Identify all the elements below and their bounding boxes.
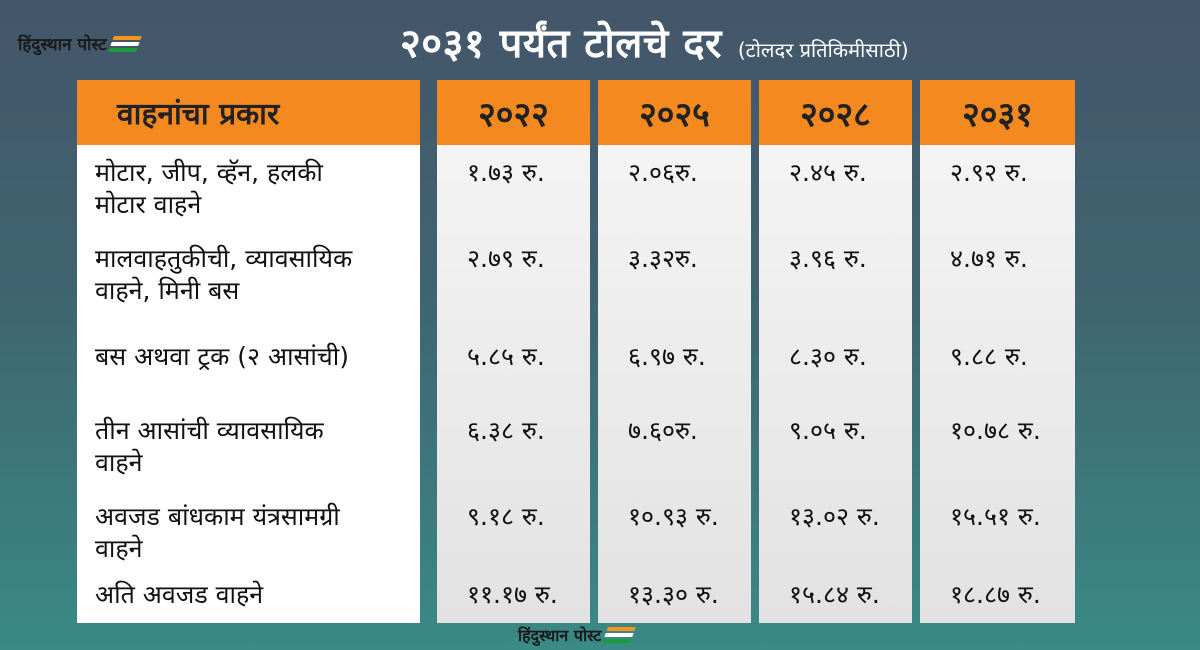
vehicle-type-cell: तीन आसांची व्यावसायिक वाहने bbox=[77, 415, 420, 479]
year-column-body: १.७३ रु. २.७९ रु. ५.८५ रु. ६.३८ रु. ९.१८… bbox=[437, 145, 590, 623]
vehicle-type-column: वाहनांचा प्रकार मोटार, जीप, व्हॅन, हलकी … bbox=[77, 80, 420, 623]
year-column-body: २.९२ रु. ४.७१ रु. ९.८८ रु. १०.७८ रु. १५.… bbox=[920, 145, 1075, 623]
rate-cell: २.७९ रु. bbox=[467, 244, 545, 273]
brand-logo-bottom: हिंदुस्थान पोस्ट bbox=[518, 624, 637, 646]
rate-cell: ३.३२रु. bbox=[628, 244, 698, 273]
year-column-2025: २०२५ २.०६रु. ३.३२रु. ६.९७ रु. ७.६०रु. १०… bbox=[598, 80, 751, 623]
year-header: २०२५ bbox=[598, 80, 751, 145]
rate-cell: १०.९३ रु. bbox=[628, 502, 719, 531]
rate-cell: ६.९७ रु. bbox=[628, 342, 706, 371]
rate-cell: ७.६०रु. bbox=[628, 416, 698, 445]
brand-logo-text: हिंदुस्थान पोस्ट bbox=[18, 35, 107, 55]
title-row: २०३१ पर्यंत टोलचे दर (टोलदर प्रतिकिमीसाठ… bbox=[400, 14, 909, 69]
rate-cell: ६.३८ रु. bbox=[467, 416, 545, 445]
vehicle-type-cell: बस अथवा ट्रक (२ आसांची) bbox=[77, 341, 420, 373]
year-column-body: २.४५ रु. ३.९६ रु. ८.३० रु. ९.०५ रु. १३.०… bbox=[759, 145, 912, 623]
rate-cell: ९.८८ रु. bbox=[950, 342, 1028, 371]
flag-stripes-icon bbox=[602, 627, 637, 643]
page-title: २०३१ पर्यंत टोलचे दर bbox=[400, 21, 722, 67]
vehicle-type-line: बस अथवा ट्रक (२ आसांची) bbox=[95, 342, 349, 371]
year-column-body: २.०६रु. ३.३२रु. ६.९७ रु. ७.६०रु. १०.९३ र… bbox=[598, 145, 751, 623]
rate-cell: १३.०२ रु. bbox=[789, 502, 880, 531]
rate-cell: २.४५ रु. bbox=[789, 158, 867, 187]
vehicle-type-line: मोटार, जीप, व्हॅन, हलकी bbox=[95, 158, 323, 187]
vehicle-type-line: वाहने, मिनी बस bbox=[95, 276, 240, 305]
rate-cell: १८.८७ रु. bbox=[950, 580, 1041, 609]
vehicle-type-header: वाहनांचा प्रकार bbox=[77, 80, 420, 145]
vehicle-type-cell: मालवाहतुकीची, व्यावसायिक वाहने, मिनी बस bbox=[77, 243, 420, 307]
vehicle-type-line: तीन आसांची व्यावसायिक bbox=[95, 416, 324, 445]
rate-cell: १.७३ रु. bbox=[467, 158, 545, 187]
vehicle-type-body: मोटार, जीप, व्हॅन, हलकी मोटार वाहने मालव… bbox=[77, 145, 420, 623]
year-column-2028: २०२८ २.४५ रु. ३.९६ रु. ८.३० रु. ९.०५ रु.… bbox=[759, 80, 912, 623]
rate-cell: ५.८५ रु. bbox=[467, 342, 545, 371]
vehicle-type-cell: अति अवजड वाहने bbox=[77, 579, 420, 611]
vehicle-type-line: वाहने bbox=[95, 534, 143, 563]
rate-cell: ३.९६ रु. bbox=[789, 244, 867, 273]
vehicle-type-line: अति अवजड वाहने bbox=[95, 580, 264, 609]
rate-cell: ४.७१ रु. bbox=[950, 244, 1028, 273]
vehicle-type-line: मालवाहतुकीची, व्यावसायिक bbox=[95, 244, 353, 273]
vehicle-type-line: वाहने bbox=[95, 448, 143, 477]
flag-stripes-icon bbox=[107, 35, 142, 52]
vehicle-type-cell: अवजड बांधकाम यंत्रसामग्री वाहने bbox=[77, 501, 420, 565]
year-header: २०२८ bbox=[759, 80, 912, 145]
vehicle-type-cell: मोटार, जीप, व्हॅन, हलकी मोटार वाहने bbox=[77, 157, 420, 221]
page-subtitle: (टोलदर प्रतिकिमीसाठी) bbox=[737, 38, 909, 62]
vehicle-type-line: अवजड बांधकाम यंत्रसामग्री bbox=[95, 502, 340, 531]
year-column-2031: २०३१ २.९२ रु. ४.७१ रु. ९.८८ रु. १०.७८ रु… bbox=[920, 80, 1075, 623]
rate-cell: ११.१७ रु. bbox=[467, 580, 558, 609]
rate-cell: १३.३० रु. bbox=[628, 580, 719, 609]
year-column-2022: २०२२ १.७३ रु. २.७९ रु. ५.८५ रु. ६.३८ रु.… bbox=[437, 80, 590, 623]
rate-cell: २.९२ रु. bbox=[950, 158, 1028, 187]
rate-cell: ८.३० रु. bbox=[789, 342, 867, 371]
rate-cell: ९.०५ रु. bbox=[789, 416, 867, 445]
vehicle-type-line: मोटार वाहने bbox=[95, 190, 202, 219]
rate-cell: २.०६रु. bbox=[628, 158, 698, 187]
rate-cell: १०.७८ रु. bbox=[950, 416, 1041, 445]
rate-cell: ९.१८ रु. bbox=[467, 502, 545, 531]
year-header: २०२२ bbox=[437, 80, 590, 145]
rate-cell: १५.५१ रु. bbox=[950, 502, 1041, 531]
year-header: २०३१ bbox=[920, 80, 1075, 145]
brand-logo-text: हिंदुस्थान पोस्ट bbox=[518, 626, 602, 645]
brand-logo-top: हिंदुस्थान पोस्ट bbox=[18, 32, 142, 55]
rate-cell: १५.८४ रु. bbox=[789, 580, 880, 609]
